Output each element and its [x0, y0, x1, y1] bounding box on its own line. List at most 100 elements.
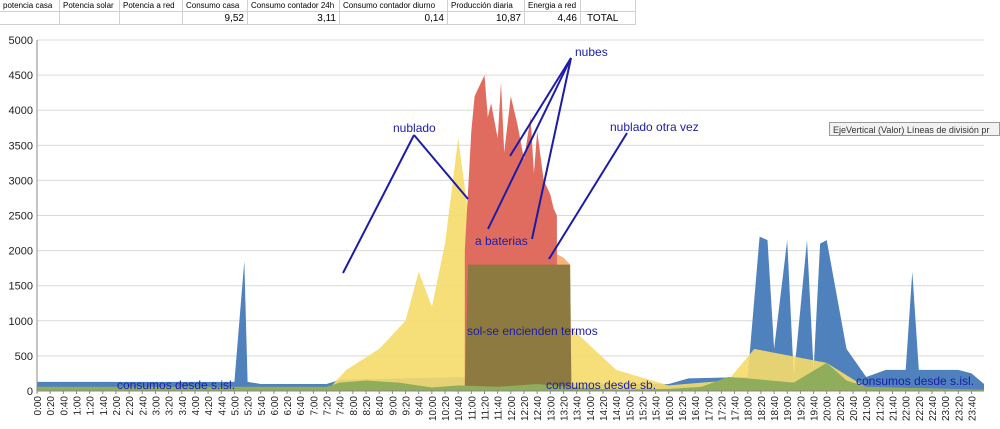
x-tick-label: 5:40 — [257, 396, 268, 416]
value-cell[interactable] — [60, 12, 120, 25]
header-cell[interactable]: Consumo contador diurno — [340, 0, 448, 12]
x-tick-label: 6:20 — [283, 396, 294, 416]
x-tick-label: 12:00 — [507, 396, 518, 421]
x-tick-label: 13:40 — [573, 396, 584, 421]
x-tick-label: 19:00 — [783, 396, 794, 421]
series-area-thermo — [464, 264, 572, 391]
x-tick-label: 18:20 — [757, 396, 768, 421]
y-tick-label: 0 — [27, 386, 33, 398]
x-tick-label: 3:20 — [165, 396, 176, 416]
x-tick-label: 12:40 — [533, 396, 544, 421]
annotation-consumos-left: consumos desde s.isl. — [117, 378, 235, 392]
total-label[interactable]: TOTAL — [581, 12, 636, 25]
y-tick-label: 2000 — [9, 246, 33, 258]
x-tick-label: 12:20 — [520, 396, 531, 421]
x-tick-label: 7:40 — [336, 396, 347, 416]
y-tick-label: 4000 — [9, 105, 33, 117]
x-tick-label: 9:40 — [415, 396, 426, 416]
x-tick-label: 1:40 — [99, 396, 110, 416]
x-tick-label: 2:00 — [112, 396, 123, 416]
arrow-line — [413, 134, 469, 200]
x-tick-label: 20:20 — [836, 396, 847, 421]
x-tick-label: 22:40 — [928, 396, 939, 421]
x-tick-label: 7:20 — [323, 396, 334, 416]
x-tick-label: 11:40 — [494, 396, 505, 421]
x-tick-label: 18:40 — [770, 396, 781, 421]
x-tick-label: 14:00 — [586, 396, 597, 421]
value-cell[interactable]: 10,87 — [448, 12, 525, 25]
x-tick-label: 1:00 — [72, 396, 83, 416]
y-tick-label: 4500 — [9, 70, 33, 82]
x-tick-label: 16:40 — [691, 396, 702, 421]
x-tick-label: 4:40 — [217, 396, 228, 416]
x-tick-label: 10:00 — [428, 396, 439, 421]
x-axis-ticks: 0:00 0:20 0:40 1:00 1:20 1:40 2:00 2:20 2:40 3:00… — [33, 391, 978, 421]
x-tick-label: 9:20 — [402, 396, 413, 416]
header-cell[interactable]: Consumo contador 24h — [248, 0, 340, 12]
annotation-nublado: nublado — [393, 121, 436, 135]
x-tick-label: 5:20 — [244, 396, 255, 416]
header-cell[interactable]: Producción diaria — [448, 0, 525, 12]
x-tick-label: 5:00 — [230, 396, 241, 416]
x-tick-label: 9:00 — [388, 396, 399, 416]
value-cell[interactable]: 0,14 — [340, 12, 448, 25]
x-tick-label: 13:20 — [559, 396, 570, 421]
x-tick-label: 1:20 — [86, 396, 97, 416]
header-cell[interactable]: Potencia solar — [60, 0, 120, 12]
x-tick-label: 22:00 — [902, 396, 913, 421]
header-cell[interactable] — [581, 0, 636, 12]
value-cell[interactable]: 3,11 — [248, 12, 340, 25]
x-tick-label: 11:20 — [481, 396, 492, 421]
x-tick-label: 21:00 — [862, 396, 873, 421]
x-tick-label: 10:20 — [441, 396, 452, 421]
x-tick-label: 17:20 — [717, 396, 728, 421]
x-tick-label: 16:20 — [678, 396, 689, 421]
x-tick-label: 23:40 — [967, 396, 978, 421]
x-tick-label: 18:00 — [744, 396, 755, 421]
annotation-nubes: nubes — [575, 45, 608, 59]
arrow-line — [342, 134, 415, 274]
value-cell[interactable] — [120, 12, 183, 25]
y-tick-label: 2500 — [9, 211, 33, 223]
x-tick-label: 17:40 — [731, 396, 742, 421]
y-tick-label: 1500 — [9, 281, 33, 293]
y-tick-label: 500 — [15, 351, 33, 363]
x-tick-label: 7:00 — [309, 396, 320, 416]
y-tick-label: 5000 — [9, 35, 33, 47]
header-cell[interactable]: Consumo casa — [183, 0, 248, 12]
arrow-line — [487, 57, 572, 230]
x-tick-label: 14:20 — [599, 396, 610, 421]
annotation-nublado-otra-vez: nublado otra vez — [610, 120, 699, 134]
value-cell[interactable] — [0, 12, 60, 25]
x-tick-label: 8:20 — [362, 396, 373, 416]
header-cell[interactable]: Energia a red — [525, 0, 581, 12]
series-area-grid — [37, 362, 984, 391]
arrow-line — [531, 57, 572, 240]
spreadsheet-header: potencia casa Potencia solar Potencia a … — [0, 0, 1000, 26]
x-tick-label: 8:00 — [349, 396, 360, 416]
header-cell[interactable]: potencia casa — [0, 0, 60, 12]
x-tick-label: 20:00 — [823, 396, 834, 421]
x-tick-label: 21:40 — [889, 396, 900, 421]
x-tick-label: 22:20 — [915, 396, 926, 421]
annotation-consumos-middle: consumos desde sb. — [546, 378, 656, 392]
axis-tooltip: EjeVertical (Valor) Líneas de división p… — [829, 122, 1000, 136]
value-cell[interactable]: 9,52 — [183, 12, 248, 25]
annotation-a-baterias: a baterias — [475, 234, 528, 248]
header-cell[interactable]: Potencia a red — [120, 0, 183, 12]
x-tick-label: 16:00 — [665, 396, 676, 421]
x-tick-label: 0:20 — [46, 396, 57, 416]
x-tick-label: 6:00 — [270, 396, 281, 416]
x-tick-label: 19:20 — [796, 396, 807, 421]
x-tick-label: 2:40 — [138, 396, 149, 416]
annotation-labels: nubes nublado nublado otra vez a bateria… — [117, 45, 974, 392]
x-tick-label: 15:00 — [625, 396, 636, 421]
x-tick-label: 23:00 — [941, 396, 952, 421]
power-chart[interactable]: 0 500 1000 1500 2000 2500 3000 3500 4000 4500 5000… — [0, 26, 1000, 429]
x-tick-label: 3:00 — [151, 396, 162, 416]
x-tick-label: 15:40 — [652, 396, 663, 421]
x-tick-label: 21:20 — [875, 396, 886, 421]
y-axis-ticks: 0 500 1000 1500 2000 2500 3000 3500 4000 4500 5000 — [9, 35, 33, 398]
x-tick-label: 4:00 — [191, 396, 202, 416]
value-cell[interactable]: 4,46 — [525, 12, 581, 25]
